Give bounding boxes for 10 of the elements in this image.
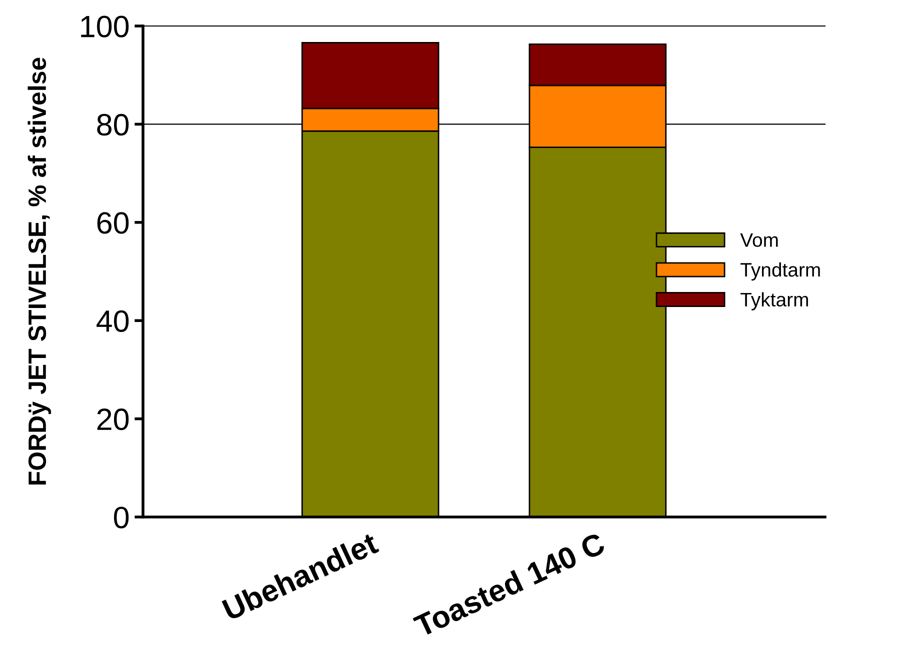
legend-label: Vom	[740, 233, 778, 247]
y-tick-label: 80	[97, 114, 129, 136]
y-tick-label: 60	[97, 212, 129, 234]
y-tick-label: 100	[81, 16, 129, 38]
legend-label: Tyndtarm	[740, 262, 820, 281]
legend-label: Tyktarm	[740, 292, 808, 310]
y-tick-label: 40	[96, 310, 129, 332]
y-tick-label: 20	[97, 408, 129, 430]
y-axis-title: FORDÿ JET STIVELSE, % af stivelse	[28, 58, 52, 484]
y-tick-label: 0	[114, 506, 129, 528]
